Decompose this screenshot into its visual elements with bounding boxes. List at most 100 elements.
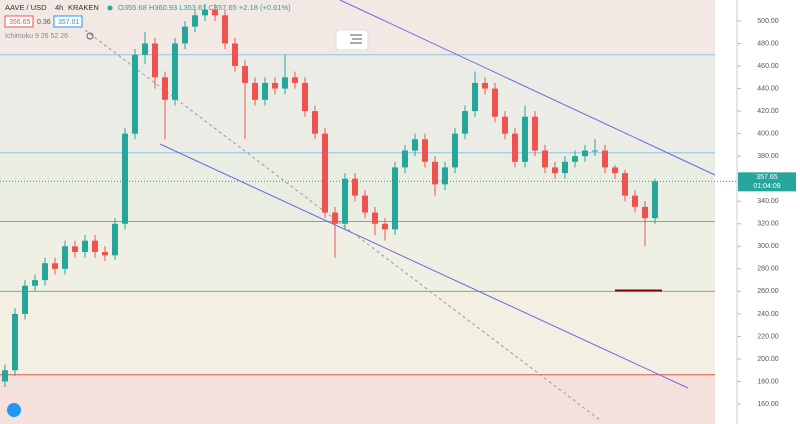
candle-body [562,161,568,174]
candle-body [322,133,328,213]
candle-body [612,167,618,174]
candle-body [302,82,308,112]
y-tick-label: 260.00 [757,288,779,295]
candle-body [382,223,388,230]
candle-body [412,139,418,151]
candles [0,4,737,388]
candle-body [192,15,198,27]
candle-body [572,156,578,162]
candle-body [642,206,648,219]
y-tick-label: 440.00 [757,85,779,92]
y-tick-label: 400.00 [757,130,779,137]
y-tick-label: 340.00 [757,198,779,205]
band [0,291,715,375]
candle-body [292,77,298,83]
candle-body [52,263,58,269]
candle-body [122,133,128,224]
candle-body [182,26,188,44]
y-tick-label: 420.00 [757,108,779,115]
candle-body [62,246,68,269]
logo[interactable] [7,403,21,417]
candle-body [362,195,368,213]
candle-body [102,251,108,256]
candle-body [602,150,608,168]
candle-body [632,195,638,207]
candle-body [472,82,478,112]
y-tick-label: 320.00 [757,221,779,228]
candle-body [232,43,238,67]
candle-body [32,280,38,286]
header: AAVE / USD 4h KRAKEN O355.68 H360.93 L35… [4,3,291,40]
price-axis [737,0,800,424]
candle-body [462,111,468,134]
candle-body [132,54,138,134]
band [0,221,715,292]
candle-body [492,88,498,117]
background-bands [0,0,715,424]
toolbar-icon [350,34,362,44]
band [0,54,715,153]
indicator-eye[interactable] [86,32,94,40]
candle-body [372,212,378,224]
candle-body [552,167,558,174]
candle-body [582,150,588,157]
y-tick-label: 480.00 [757,40,779,47]
candle-body [212,9,218,16]
y-tick-label: 300.00 [757,243,779,250]
candle-body [272,82,278,89]
candle-body [242,66,248,83]
indicator: Ichimoku 9 26 52 26 [5,33,68,40]
candle-body [452,133,458,168]
y-tick-label: 280.00 [757,266,779,273]
candle-body [22,285,28,314]
exchange: KRAKEN [68,3,99,12]
last-price-box [738,172,796,192]
candle-body [112,223,118,256]
y-tick-label: 200.00 [757,356,779,363]
y-tick-label: 500.00 [757,18,779,25]
candle-body [262,82,268,100]
candle-body [512,133,518,162]
candle-body [622,173,628,196]
candle-body [442,167,448,185]
y-tick-label: 240.00 [757,311,779,318]
candle-body [162,77,168,100]
candle-body [2,370,8,382]
candle-body [592,150,598,152]
candle-body [152,43,158,78]
upper-channel-line [339,0,716,176]
lower-channel-line [159,143,689,389]
y-tick-label: 220.00 [757,333,779,340]
ask-box[interactable] [53,15,83,28]
bid-box[interactable] [4,15,34,28]
candle-body [282,77,288,89]
candle-body [352,178,358,196]
ohlc: O355.68 H360.93 L353.61 C357.65 +2.18 (+… [118,3,291,12]
toolbar[interactable] [335,29,369,51]
candle-body [332,212,338,224]
candle-body [502,116,508,134]
candle-body [652,181,658,219]
candle-body [392,167,398,230]
candle-body [172,43,178,100]
y-tick-label: 460.00 [757,63,779,70]
candle-body [312,111,318,134]
candle-body [402,150,408,168]
candle-body [522,116,528,162]
band [0,374,715,424]
candle-body [542,150,548,168]
candle-body [252,82,258,100]
last-price-label: 357.65 [756,174,778,181]
candle-body [422,139,428,162]
candle-body [222,15,228,44]
candle-body [72,246,78,252]
candle-body [92,240,98,252]
price-axis-labels: 160.00 180.00 200.00 220.00 240.00 260.00 280.… [737,18,796,408]
candle-body [342,178,348,224]
candle-body [532,116,538,151]
candle-body [42,263,48,281]
symbol: AAVE / USD [5,3,47,12]
bid: 356.65 [9,19,31,26]
y-tick-label: 160.00 [757,401,779,408]
